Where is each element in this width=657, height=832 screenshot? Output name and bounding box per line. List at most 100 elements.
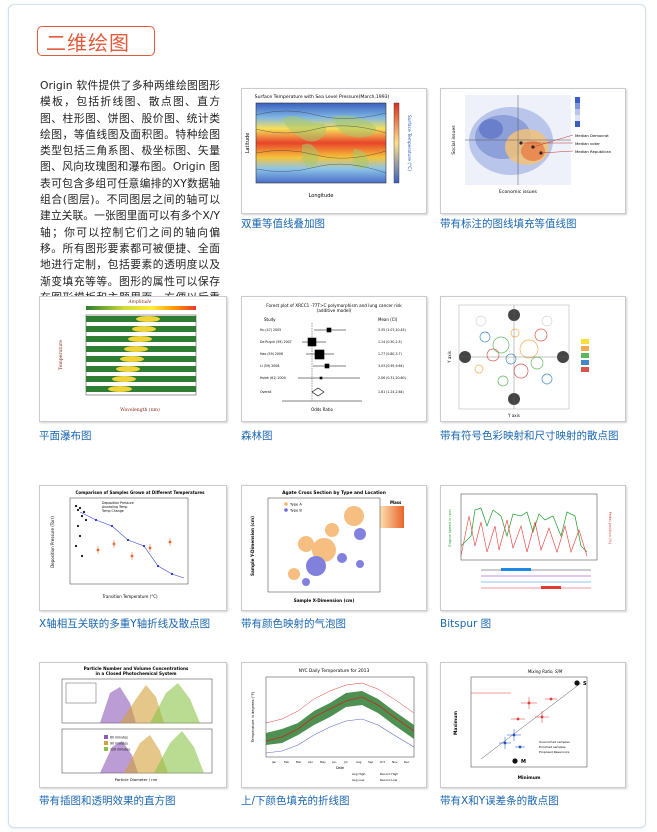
legend-item: Unenriched samples xyxy=(539,740,570,744)
row-ci: 2.06 (0.31,20.60) xyxy=(378,376,406,380)
caption-planar-waterfall[interactable]: 平面瀑布图 xyxy=(39,430,92,442)
thumb-histogram-inset[interactable]: Particle Number and Volume Concentration… xyxy=(39,662,227,788)
x-axis-label: Y axis xyxy=(507,413,520,418)
legend-item: Record Low xyxy=(380,778,398,782)
thumb-title: Forest plot of XRCC1 -77T>C polymorphism… xyxy=(266,303,402,308)
thumb-bitspur[interactable]: Engine speed in rpm Pedal position (%) xyxy=(440,485,626,611)
caption-xy-error-scatter[interactable]: 带有X和Y误差条的散点图 xyxy=(440,795,559,807)
thumb-planar-waterfall[interactable]: Amplitude Wavelength (nm) Temperature xyxy=(39,296,227,422)
legend-item: Proposed Reservoirs xyxy=(539,750,570,754)
thumb-title: NYC Daily Temperature for 2013 xyxy=(299,668,370,674)
row-ci: 1.77 (0.80,3.7) xyxy=(378,352,402,356)
thumb-title: Comparison of Samples Grown at Different… xyxy=(75,490,205,495)
row-study: Hu (47) 2005 xyxy=(260,328,281,332)
thumb-title: Mixing Ratio, S/M xyxy=(528,669,563,674)
month-label: Jan xyxy=(271,760,277,764)
row-ci: 1.14 (0.50,2.5) xyxy=(378,340,402,344)
row-study: Hsieh (61) 2009 xyxy=(260,376,286,380)
month-label: Dec xyxy=(404,760,410,764)
y-axis-label: Y axis xyxy=(447,351,452,364)
month-label: Sep xyxy=(368,760,373,764)
row-study: Overall xyxy=(260,390,272,394)
thumb-bubble-chart[interactable]: Agate Cross Section by Type and Location… xyxy=(241,485,427,611)
month-label: Apr xyxy=(308,760,314,764)
point-label: M xyxy=(521,759,526,765)
row-study: Hao (59) 2006 xyxy=(260,352,283,356)
caption-bitspur[interactable]: Bitspur 图 xyxy=(440,618,492,630)
caption-multi-y-axis[interactable]: X轴相互关联的多重Y轴折线及散点图 xyxy=(39,618,211,630)
legend-item: Enriched samples xyxy=(539,745,566,749)
legend-item: 120 minutes xyxy=(110,748,130,752)
month-label: Oct xyxy=(380,760,386,764)
y-axis-label: Temperature xyxy=(58,340,64,370)
row-ci: 3.35 (1.07,10.45) xyxy=(378,328,406,332)
month-label: Jul xyxy=(343,760,348,764)
thumb-dual-contour[interactable]: Surface Temperature with Sea Level Press… xyxy=(241,88,427,214)
point-label: S xyxy=(583,681,587,687)
thumb-forest-plot[interactable]: Forest plot of XRCC1 -77T>C polymorphism… xyxy=(241,296,427,422)
col-header-mean: Mean (CI) xyxy=(378,317,398,322)
caption-histogram-inset[interactable]: 带有插图和透明效果的直方图 xyxy=(39,795,176,807)
y-axis-label: Sample Y-Dimension (cm) xyxy=(250,516,255,576)
caption-bubble-chart[interactable]: 带有颜色映射的气泡图 xyxy=(241,618,346,630)
thumb-subtitle: (additive model) xyxy=(317,308,352,313)
caption-dual-contour[interactable]: 双重等值线叠加图 xyxy=(241,218,325,230)
legend-item: Median voter xyxy=(575,141,600,146)
legend-item: Temp Change xyxy=(101,509,124,513)
thumb-xy-error-scatter[interactable]: Mixing Ratio, S/M S M Unenriched samples… xyxy=(440,662,626,788)
legend-item: Median Democrat xyxy=(575,133,609,138)
row-ci: 1.81 (1.24,2.64) xyxy=(378,390,404,394)
thumb-title: Amplitude xyxy=(128,300,152,305)
col-header-study: Study xyxy=(264,317,276,322)
page-title: 二维绘图 xyxy=(46,30,130,55)
y-axis-label: Latitude xyxy=(245,133,251,154)
legend-item: Deposition Pressure xyxy=(102,501,134,505)
thumb-annotated-contour[interactable]: Median Democrat Median voter Median Repu… xyxy=(440,88,626,214)
x-axis-label: Longitude xyxy=(309,193,334,199)
y-axis-label: Temperature in degrees (°F) xyxy=(251,691,255,743)
thumb-title: Surface Temperature with Sea Level Press… xyxy=(255,94,390,100)
legend-item: Avg High xyxy=(352,772,366,776)
month-label: Mar xyxy=(296,760,302,764)
y-axis-label-right: Pedal position (%) xyxy=(608,512,612,545)
x-axis-label: Economic issues xyxy=(499,189,537,195)
month-label: Jun xyxy=(331,760,337,764)
legend-item: 90 minutes xyxy=(110,742,128,746)
caption-mapped-scatter[interactable]: 带有符号色彩映射和尺寸映射的散点图 xyxy=(440,430,619,442)
thumb-multi-y-axis[interactable]: Comparison of Samples Grown at Different… xyxy=(39,485,227,611)
legend-item: Annealing Temp xyxy=(102,505,127,509)
legend-item: Record High xyxy=(380,772,398,776)
row-ci: 3.03 (0.95,9.64) xyxy=(378,364,404,368)
legend-item: Median Republican xyxy=(575,149,612,154)
intro-paragraph: Origin 软件提供了多种两维绘图图形模板，包括折线图、散点图、直方图、柱形图… xyxy=(40,79,220,320)
caption-forest-plot[interactable]: 森林图 xyxy=(241,430,273,442)
y-axis-label: Maximum xyxy=(453,711,459,735)
month-label: May xyxy=(320,760,326,764)
thumb-fill-line[interactable]: NYC Daily Temperature for 2013 Jan Feb M… xyxy=(241,662,427,788)
x-axis-label: Particle Diameter / nm xyxy=(115,777,158,782)
caption-annotated-contour[interactable]: 带有标注的图线填充等值线图 xyxy=(440,218,577,230)
caption-fill-line[interactable]: 上/下颜色填充的折线图 xyxy=(241,795,350,807)
mass-label: Mass xyxy=(390,500,402,505)
thumb-mapped-scatter[interactable]: Y axis Y axis xyxy=(440,296,626,422)
month-label: Aug xyxy=(356,760,362,764)
section-title-box: 二维绘图 xyxy=(37,26,155,56)
x-axis-label: Odds Ratio xyxy=(311,407,333,412)
row-study: Li (59) 2008 xyxy=(260,364,279,368)
x-axis-label: Minimum xyxy=(518,775,541,781)
legend-item: 60 minutes xyxy=(110,736,128,740)
legend-item: Type A xyxy=(289,503,302,507)
cbar-label: Surface Temperature (°C) xyxy=(406,115,412,171)
month-label: Nov xyxy=(392,760,398,764)
x-axis-label: Sample X-Dimension (cm) xyxy=(294,598,355,603)
thumb-subtitle: in a Closed Photochemical System xyxy=(96,671,178,676)
month-label: Feb xyxy=(284,760,289,764)
y-axis-label: Deposition Pressure (Torr) xyxy=(50,516,55,568)
x-axis-label: Transition Temperature (°C) xyxy=(101,594,158,599)
row-study: De Ruyck (59) 2007 xyxy=(260,340,292,344)
y-axis-label-left: Engine speed in rpm xyxy=(448,509,452,547)
thumb-title: Particle Number and Volume Concentration… xyxy=(84,666,189,671)
x-axis-label: Wavelength (nm) xyxy=(120,406,160,413)
legend-item: Type B xyxy=(289,509,302,513)
x-axis-label: Date xyxy=(336,766,344,770)
